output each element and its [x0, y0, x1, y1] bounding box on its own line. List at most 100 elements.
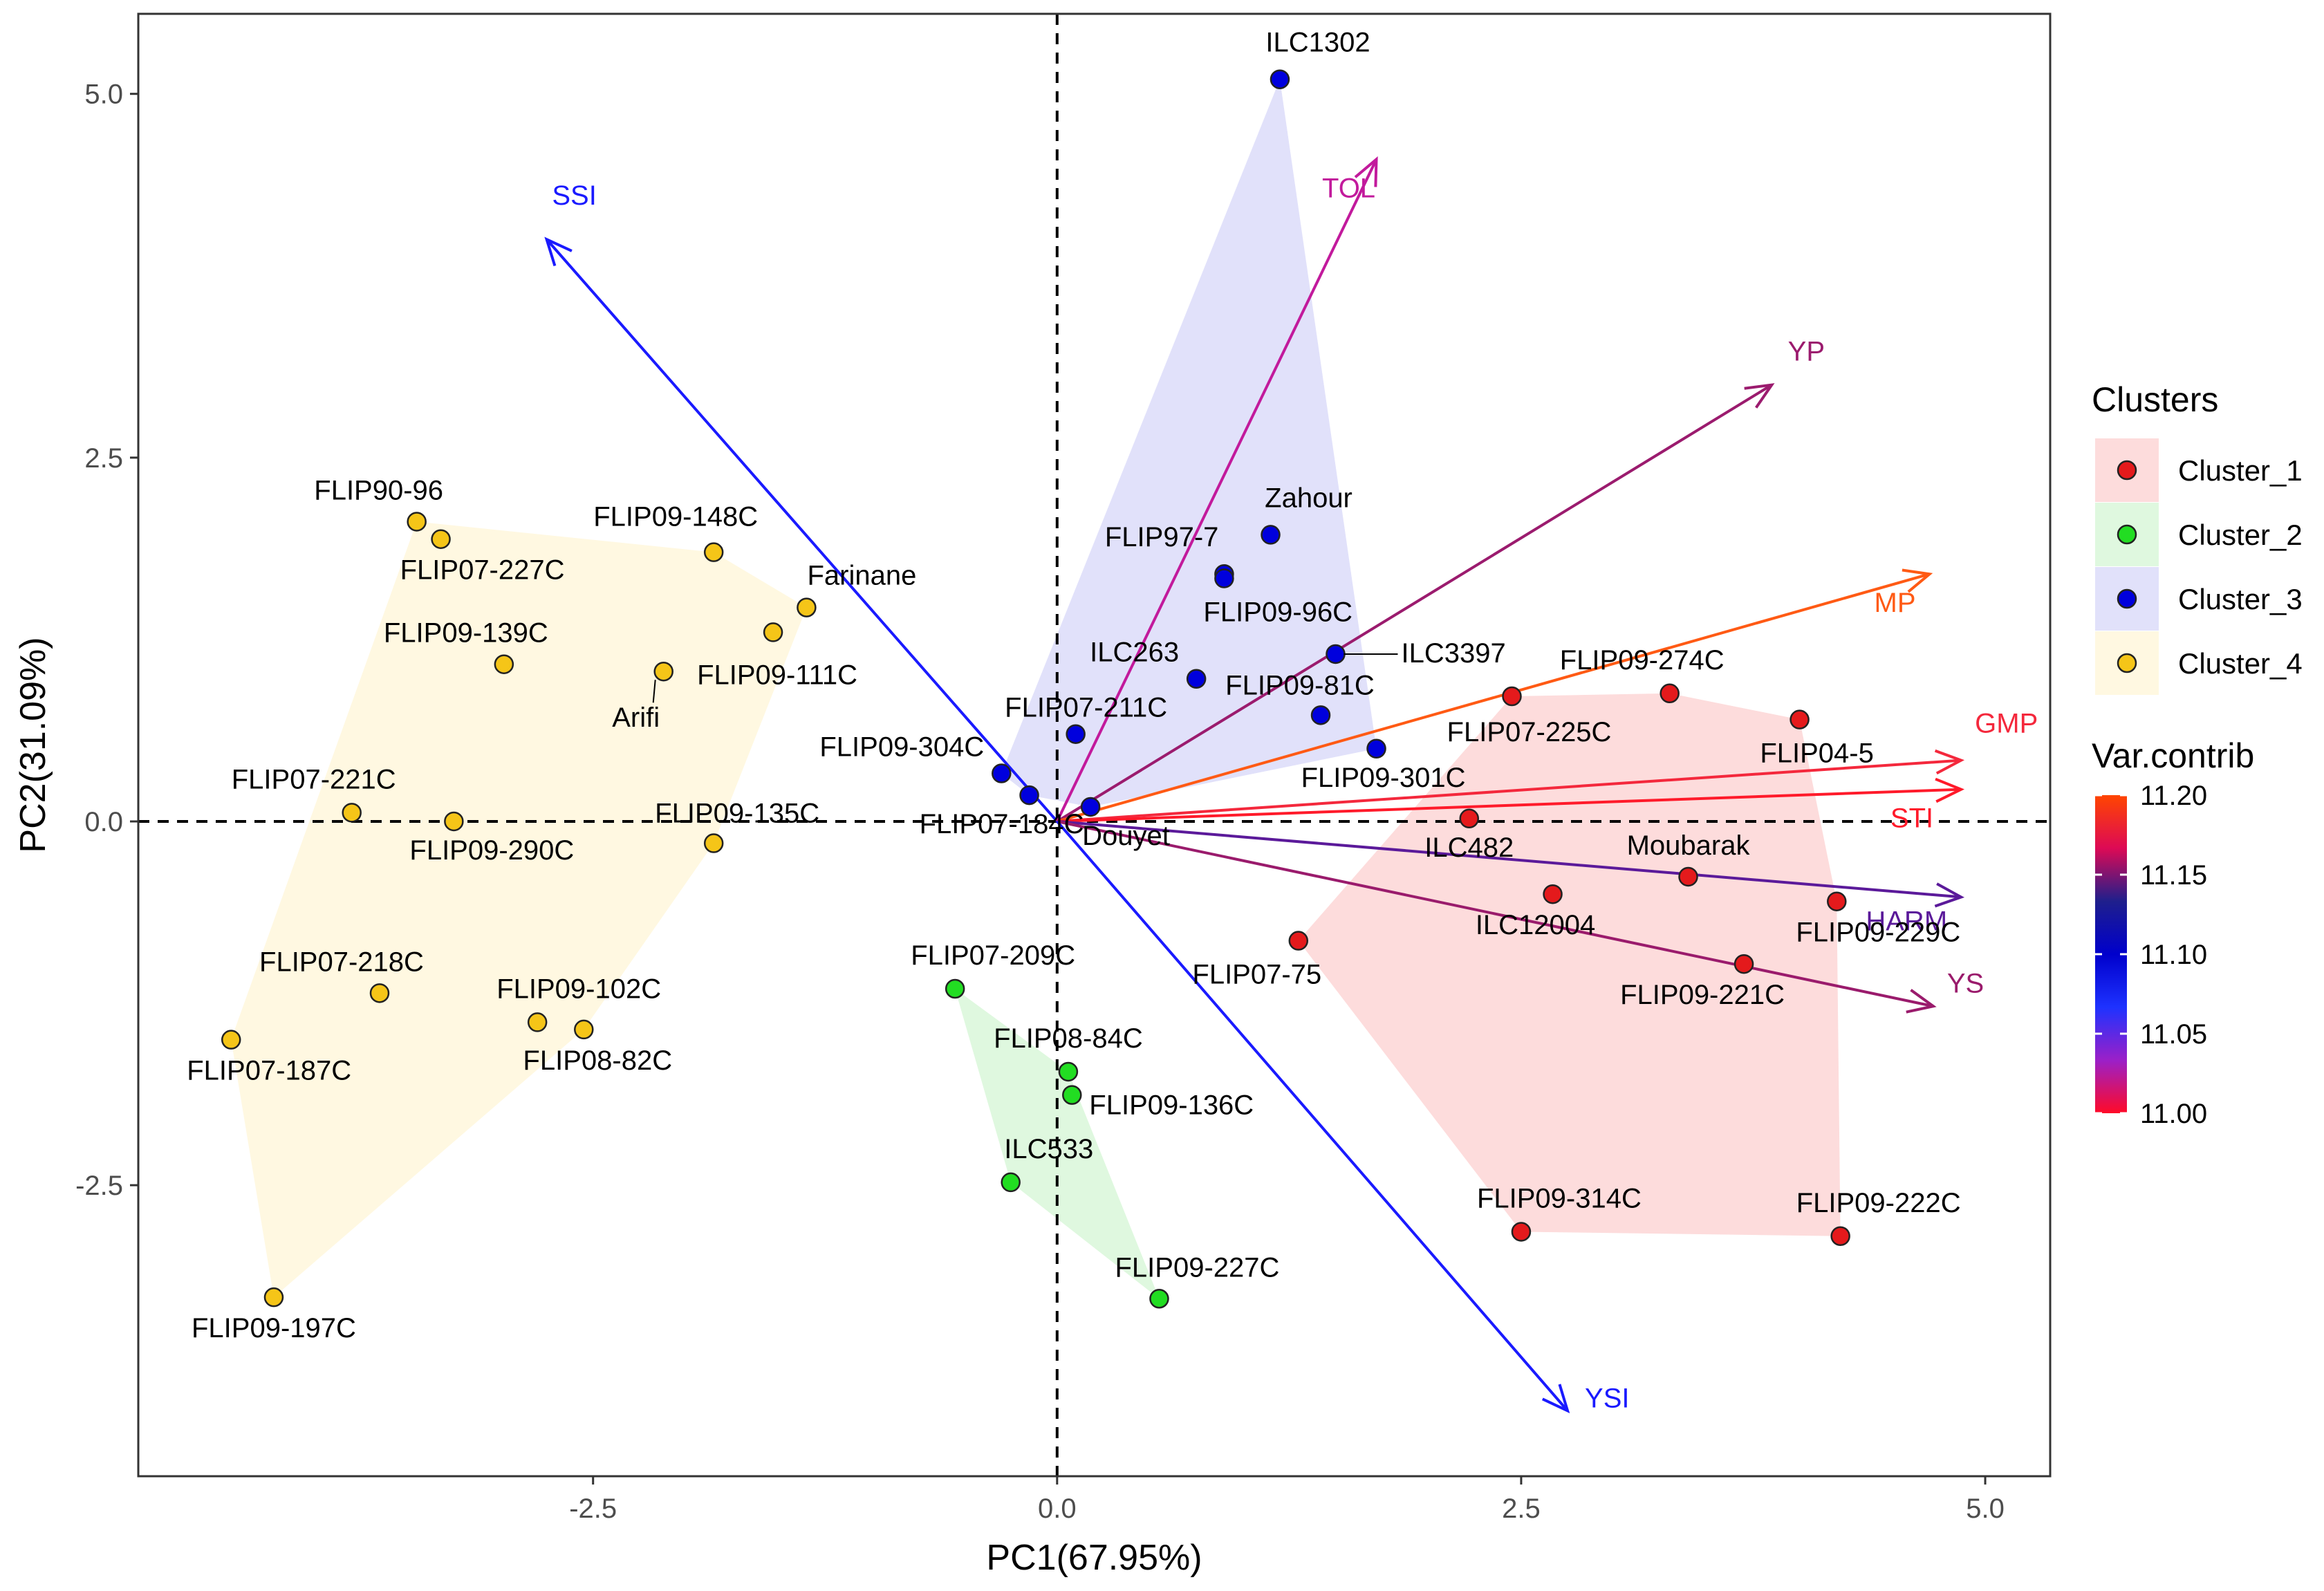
- legend-item-cluster_2: Cluster_2: [2095, 503, 2303, 566]
- arrow-shaft: [1057, 820, 1934, 1008]
- point: [1001, 1172, 1021, 1193]
- point-label: FLIP90-96: [314, 475, 443, 505]
- arrow-tol: TOL: [1056, 156, 1378, 822]
- point-label: FLIP09-81C: [1225, 670, 1375, 700]
- legend-point: [2117, 524, 2137, 545]
- point-label: FLIP07-227C: [400, 555, 565, 586]
- arrow-head: [544, 236, 573, 266]
- point-label: FLIP09-222C: [1796, 1188, 1961, 1218]
- y-axis-title: PC2(31.09%): [13, 637, 53, 853]
- point: [1827, 891, 1847, 911]
- legend-label: Cluster_4: [2178, 647, 2303, 680]
- arrow-head: [1541, 1384, 1570, 1414]
- point-label: FLIP07-225C: [1447, 717, 1612, 747]
- arrow-shaft: [1057, 573, 1931, 823]
- point-label: FLIP07-209C: [911, 940, 1075, 971]
- hull-cluster_3: [1001, 79, 1377, 807]
- point-label: FLIP09-139C: [384, 618, 548, 649]
- point: [945, 978, 965, 999]
- variable-label: GMP: [1975, 709, 2038, 739]
- arrow-shaft: [1056, 820, 1569, 1412]
- variable-label: STI: [1890, 803, 1933, 834]
- point: [763, 622, 783, 642]
- x-tick-label: 5.0: [1966, 1494, 2005, 1524]
- x-tick-label: 0.0: [1038, 1494, 1077, 1524]
- point: [1288, 931, 1309, 951]
- arrow-harm: HARM: [1057, 819, 1965, 936]
- point: [1366, 738, 1386, 759]
- point: [1543, 884, 1563, 904]
- point: [1326, 644, 1346, 664]
- point-label: Zahour: [1265, 483, 1352, 513]
- arrow-shaft: [1057, 759, 1962, 823]
- point-label: FLIP09-314C: [1477, 1183, 1642, 1213]
- arrow-head: [1906, 989, 1937, 1014]
- arrow-gmp: GMP: [1057, 709, 2038, 823]
- arrow-ys: YS: [1057, 820, 1984, 1014]
- point: [1058, 1061, 1079, 1082]
- point-label: Farinane: [807, 561, 916, 591]
- point: [1019, 785, 1039, 806]
- arrow-shaft: [1057, 819, 1962, 899]
- point: [407, 512, 427, 532]
- y-tick-label: -2.5: [75, 1171, 123, 1201]
- variable-label: HARM: [1866, 906, 1947, 936]
- point-label: FLIP07-75: [1192, 960, 1321, 990]
- point: [1062, 1085, 1082, 1105]
- point: [1310, 705, 1331, 725]
- arrow-head: [1934, 882, 1965, 908]
- point-label: FLIP97-7: [1105, 522, 1219, 552]
- point: [263, 1287, 284, 1308]
- point: [1214, 568, 1234, 588]
- legend-item-cluster_3: Cluster_3: [2095, 567, 2303, 631]
- x-tick-label: -2.5: [569, 1494, 617, 1524]
- legend-point: [2117, 588, 2137, 609]
- variable-label: YP: [1788, 337, 1825, 367]
- point-label: ILC482: [1424, 832, 1514, 863]
- point: [1261, 525, 1281, 545]
- point: [221, 1030, 241, 1050]
- label-leader: [652, 680, 656, 703]
- point-label: FLIP09-148C: [593, 502, 758, 532]
- point-label: ILC533: [1004, 1134, 1093, 1164]
- point: [431, 529, 451, 549]
- point: [574, 1019, 594, 1040]
- legend-item-cluster_4: Cluster_4: [2095, 631, 2303, 695]
- point-labels: ILC1302 Zahour FLIP97-7 FLIP09-96C ILC3397 IL…: [187, 28, 1960, 1343]
- point-label: FLIP09-96C: [1203, 597, 1352, 628]
- legend-label: Cluster_2: [2178, 519, 2303, 551]
- point-label: Arifi: [612, 703, 660, 733]
- point: [1270, 69, 1290, 89]
- x-tick-label: 2.5: [1502, 1494, 1541, 1524]
- point: [369, 983, 390, 1003]
- point: [342, 803, 362, 823]
- point: [444, 811, 464, 832]
- arrow-shaft: [1057, 788, 1962, 823]
- colorbar-label: 11.05: [2140, 1019, 2207, 1050]
- point: [1066, 724, 1086, 744]
- point-label: FLIP09-136C: [1089, 1090, 1254, 1121]
- arrow-yp: YP: [1056, 337, 1825, 823]
- point-label: FLIP07-211C: [1005, 693, 1167, 723]
- colorbar-label: 11.20: [2140, 781, 2207, 811]
- legend: Clusters Cluster_1 Cluster_2 Cluster_3 Clus…: [2092, 380, 2303, 1129]
- point-label: FLIP07-218C: [259, 947, 424, 977]
- arrow-head: [1744, 383, 1775, 409]
- point-label: FLIP09-135C: [655, 799, 819, 829]
- point-label: FLIP09-301C: [1301, 763, 1466, 793]
- point-label: FLIP09-197C: [192, 1313, 356, 1343]
- data-points: [221, 69, 1850, 1309]
- arrow-head: [1354, 156, 1378, 187]
- point: [494, 654, 514, 674]
- point-label: FLIP07-187C: [187, 1056, 351, 1086]
- point-label: FLIP09-304C: [819, 732, 984, 763]
- arrow-ssi: SSI: [544, 180, 1059, 823]
- hull-cluster_1: [1298, 693, 1841, 1236]
- legend-point: [2117, 460, 2137, 481]
- point-label: ILC12004: [1476, 910, 1595, 940]
- legend-point: [2117, 653, 2137, 673]
- point: [653, 661, 673, 682]
- axes: -2.5 0.0 2.5 5.0 -2.5 0.0 2.5 5.0: [75, 80, 2005, 1524]
- point-label: ILC3397: [1401, 638, 1505, 669]
